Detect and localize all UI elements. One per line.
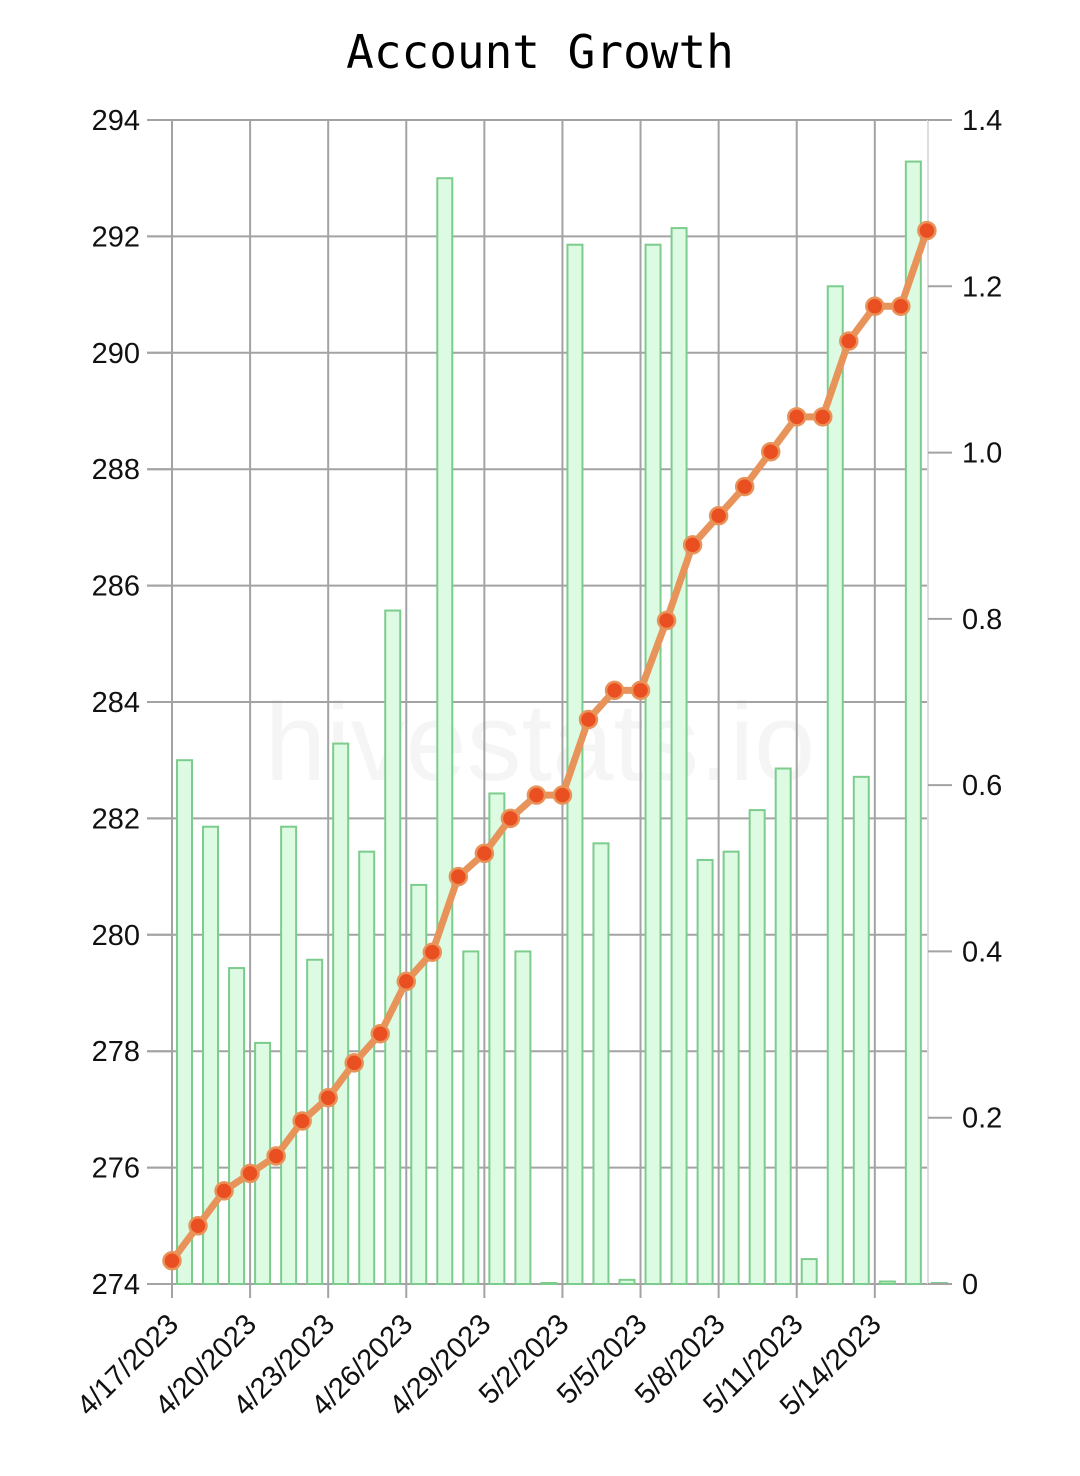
- left-tick-label: 292: [92, 221, 140, 253]
- line-point: [370, 1023, 390, 1044]
- bar: [228, 967, 246, 1285]
- bar: [826, 285, 844, 1285]
- line-point: [474, 843, 495, 864]
- right-tick-label: 1.0: [962, 438, 1002, 470]
- left-tick-label: 294: [92, 105, 140, 137]
- bar: [202, 825, 220, 1285]
- right-tick-label: 0: [962, 1269, 978, 1301]
- line-point: [839, 331, 859, 351]
- line-point: [240, 1163, 260, 1184]
- bar: [852, 775, 870, 1285]
- left-tick-label: 276: [92, 1153, 140, 1185]
- bar: [332, 742, 350, 1285]
- line-point: [578, 709, 599, 730]
- bar: [540, 1282, 558, 1285]
- right-tick-label: 1.2: [962, 271, 1002, 303]
- right-tick-label: 0.6: [962, 770, 1002, 802]
- bar-series: [176, 160, 948, 1286]
- line-point: [318, 1088, 338, 1108]
- bar: [410, 883, 428, 1286]
- line-point: [552, 785, 573, 805]
- left-tick-label: 282: [92, 803, 140, 835]
- bar: [670, 227, 688, 1286]
- line-point: [448, 866, 469, 887]
- line-point: [891, 296, 911, 316]
- line-point: [708, 506, 729, 526]
- bar: [722, 850, 740, 1286]
- left-tick-label: 280: [92, 920, 140, 952]
- left-tick-label: 278: [92, 1036, 140, 1068]
- line-point: [162, 1250, 182, 1271]
- line-point: [734, 476, 755, 497]
- left-tick-label: 284: [92, 687, 140, 719]
- line-point: [813, 407, 833, 427]
- bar: [514, 950, 532, 1286]
- left-tick-label: 288: [92, 454, 140, 486]
- line-point: [760, 441, 781, 462]
- line-point: [630, 680, 651, 701]
- line-point: [917, 220, 937, 241]
- bar: [436, 177, 454, 1286]
- bar: [878, 1280, 896, 1286]
- bar: [748, 809, 766, 1285]
- bar: [618, 1278, 636, 1286]
- bar: [592, 842, 610, 1285]
- line-point: [786, 407, 807, 427]
- line-series: [162, 220, 937, 1271]
- bar: [904, 160, 922, 1286]
- chart-title: Account Growth: [346, 25, 734, 79]
- bar: [774, 767, 792, 1285]
- line-point: [865, 296, 885, 316]
- bar: [800, 1258, 818, 1285]
- bar: [644, 243, 662, 1286]
- left-tick-label: 290: [92, 338, 140, 370]
- line-point: [188, 1216, 208, 1236]
- bar: [384, 609, 402, 1285]
- line-point: [422, 942, 443, 963]
- bar: [462, 950, 480, 1286]
- bar: [488, 792, 506, 1285]
- line-point: [682, 535, 703, 555]
- line-point: [214, 1181, 234, 1201]
- line-point: [604, 680, 625, 701]
- line-point: [344, 1053, 364, 1073]
- right-tick-label: 0.2: [962, 1103, 1002, 1135]
- bar: [176, 759, 193, 1285]
- right-tick-label: 0.4: [962, 936, 1002, 968]
- line-point: [266, 1146, 286, 1166]
- right-tick-label: 1.4: [962, 105, 1002, 137]
- line-point: [526, 785, 547, 805]
- line-point: [656, 610, 677, 631]
- right-tick-label: 0.8: [962, 604, 1002, 636]
- bar: [280, 825, 298, 1285]
- left-tick-label: 286: [92, 571, 140, 603]
- line-point: [396, 971, 417, 992]
- bar: [696, 858, 714, 1285]
- left-tick-label: 274: [92, 1269, 140, 1301]
- line-point: [500, 808, 521, 829]
- line-point: [292, 1111, 312, 1131]
